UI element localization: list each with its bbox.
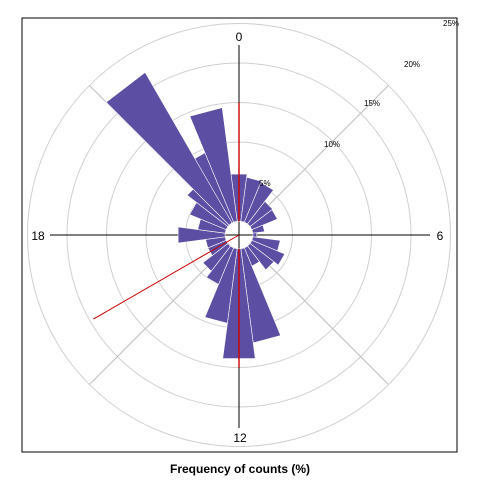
direction-label-left: 18 xyxy=(31,229,45,243)
direction-label-top: 0 xyxy=(236,30,243,44)
ring-label-10: 10% xyxy=(324,140,340,149)
rose-bar-3 xyxy=(247,200,274,227)
ring-label-5: 5% xyxy=(259,179,271,188)
bars-layer xyxy=(105,71,286,359)
ring-label-15: 15% xyxy=(364,99,380,108)
grid-spoke-9 xyxy=(248,244,389,385)
rose-bar-23 xyxy=(189,107,238,223)
x-axis-label: Frequency of counts (%) xyxy=(170,462,310,476)
rose-bar-14 xyxy=(205,245,235,285)
rose-bar-8 xyxy=(249,239,286,266)
mean-direction-line xyxy=(93,234,240,320)
rose-bar-13 xyxy=(204,247,238,324)
grid-spoke-15 xyxy=(89,244,230,385)
rose-bar-21-5 xyxy=(105,71,233,226)
grid-ring-25 xyxy=(27,23,451,447)
ring-label-20: 20% xyxy=(404,60,420,69)
rose-bar-1 xyxy=(240,176,262,223)
rose-bar-4 xyxy=(249,209,278,231)
rose-bar-9 xyxy=(247,243,275,271)
labels-layer: 5% 10% 15% 20% 25% 0 6 12 18 xyxy=(31,19,459,445)
rose-bar-15 xyxy=(202,243,231,272)
direction-label-right: 6 xyxy=(437,229,444,243)
grid-spoke-3 xyxy=(248,85,389,226)
rose-bar-5 xyxy=(251,224,266,234)
rose-bar-2 xyxy=(243,182,274,225)
rose-bar-18 xyxy=(177,226,226,244)
ring-label-25: 25% xyxy=(443,19,459,28)
lines-layer xyxy=(93,102,240,368)
direction-label-bottom: 12 xyxy=(233,431,247,445)
